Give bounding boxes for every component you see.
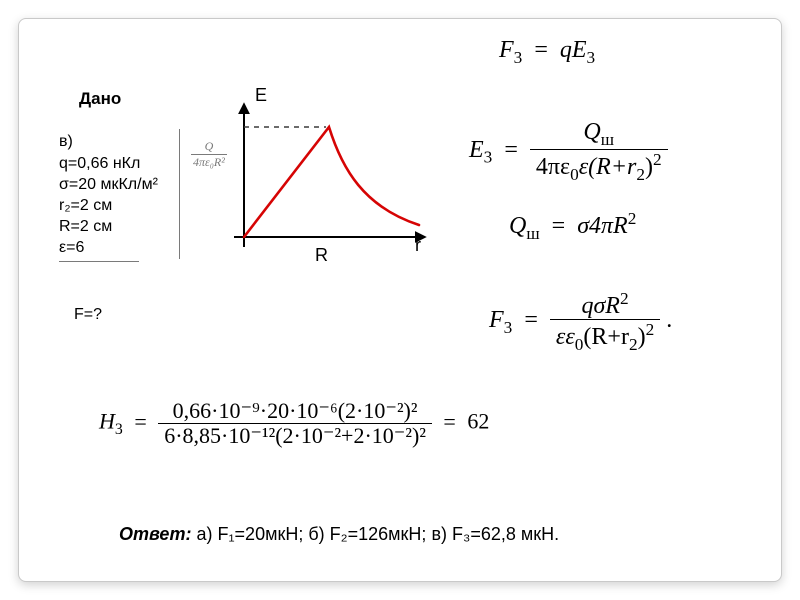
eq-Qsh-rhs: σ4πR <box>577 213 628 239</box>
given-line-5: ε=6 <box>59 237 84 259</box>
eq-E3-den-post: ) <box>645 154 653 180</box>
y-axis-label: E <box>255 85 267 106</box>
eq-E3-frac: Qш 4πε0ε(R+r2)2 <box>530 119 668 184</box>
answer-label: Ответ: <box>119 524 191 544</box>
eq-E3-den-sup: 2 <box>653 150 662 169</box>
eq-F3f-trail: . <box>666 307 672 333</box>
eq-F3f-num-sup: 2 <box>620 289 629 308</box>
answer-part-b: б) F₂=126мкН; <box>308 524 426 544</box>
given-line-2: σ=20 мкКл/м² <box>59 174 158 196</box>
given-case-label: в) <box>59 131 73 153</box>
eq-F3f-lhs: F <box>489 307 504 333</box>
given-find: F=? <box>74 304 102 326</box>
eq-F3frac: F3 = qσR2 εε0(R+r2)2 . <box>489 289 672 354</box>
eq-E3: E3 = Qш 4πε0ε(R+r2)2 <box>469 119 668 184</box>
given-title: Дано <box>79 89 121 109</box>
eq-F3-lhs-sub: 3 <box>514 48 523 67</box>
eq-calc-lhs: H <box>99 409 115 434</box>
eq-F3: F3 = qE3 <box>499 37 595 68</box>
eq-F3f-den-pre: εε <box>556 324 575 350</box>
eq-E3-den-pre: 4πε <box>536 154 570 180</box>
eq-E3-den-sub0: 0 <box>570 165 579 184</box>
eq-F3f-den-post: ) <box>638 324 646 350</box>
answer-part-c: в) F₃=62,8 мкН. <box>431 524 559 544</box>
eq-calc-frac: 0,66·10⁻⁹·20·10⁻⁶(2·10⁻²)² 6·8,85·10⁻¹²(… <box>158 399 432 448</box>
eq-F3-rhs: qE <box>560 37 587 63</box>
eq-calc-eqs1: = <box>128 409 152 434</box>
eq-F3f-den-mid: (R+r <box>583 324 629 350</box>
eq-F3f-lhs-sub: 3 <box>504 318 513 337</box>
eq-calc-eqs2: = <box>437 409 461 434</box>
eq-Qsh-lhs: Q <box>509 213 526 239</box>
eq-F3f-eqs: = <box>518 307 544 333</box>
eq-F3-eq: = <box>528 37 554 63</box>
eq-calc-lhs-sub: 3 <box>115 421 123 438</box>
eq-E3-num: Q <box>583 119 600 145</box>
eq-Qsh-rhs-sup: 2 <box>628 209 637 228</box>
answer: Ответ: а) F₁=20мкН; б) F₂=126мкН; в) F₃=… <box>119 524 559 545</box>
chart <box>214 97 424 262</box>
given-line-4: R=2 см <box>59 216 112 238</box>
eq-Qsh: Qш = σ4πR2 <box>509 209 636 244</box>
x-axis-label: r <box>415 235 421 256</box>
given-line-1: q=0,66 нКл <box>59 153 140 175</box>
eq-E3-lhs: E <box>469 137 484 163</box>
eq-F3f-frac: qσR2 εε0(R+r2)2 <box>550 289 660 354</box>
eq-F3f-den-sup: 2 <box>646 320 655 339</box>
eq-calc-result: 62 <box>467 409 489 434</box>
eq-F3f-num: qσR <box>581 293 620 319</box>
eq-E3-num-sub: ш <box>601 130 614 149</box>
eq-F3f-den-sub2: 2 <box>629 335 638 354</box>
eq-calc: H3 = 0,66·10⁻⁹·20·10⁻⁶(2·10⁻²)² 6·8,85·1… <box>99 399 489 448</box>
given-divider <box>179 129 180 259</box>
eq-E3-den-sub2: 2 <box>636 165 645 184</box>
curve <box>244 127 419 237</box>
eq-E3-den-mid: ε(R+r <box>579 154 637 180</box>
answer-part-a: а) F₁=20мкН; <box>196 524 303 544</box>
chart-svg <box>214 97 424 262</box>
eq-calc-den: 6·8,85·10⁻¹²(2·10⁻²+2·10⁻²)² <box>158 424 432 448</box>
tick-R-label: R <box>315 245 328 266</box>
slide-frame: Дано в) q=0,66 нКл σ=20 мкКл/м² r₂=2 см … <box>18 18 782 582</box>
eq-E3-eqs: = <box>498 137 524 163</box>
eq-Qsh-eqs: = <box>546 213 572 239</box>
eq-calc-num: 0,66·10⁻⁹·20·10⁻⁶(2·10⁻²)² <box>158 399 432 424</box>
eq-F3-rhs-sub: 3 <box>587 48 596 67</box>
eq-F3-lhs: F <box>499 37 514 63</box>
given-rule <box>59 261 139 262</box>
eq-E3-lhs-sub: 3 <box>484 148 493 167</box>
given-line-3: r₂=2 см <box>59 195 112 217</box>
eq-Qsh-lhs-sub: ш <box>526 224 539 243</box>
